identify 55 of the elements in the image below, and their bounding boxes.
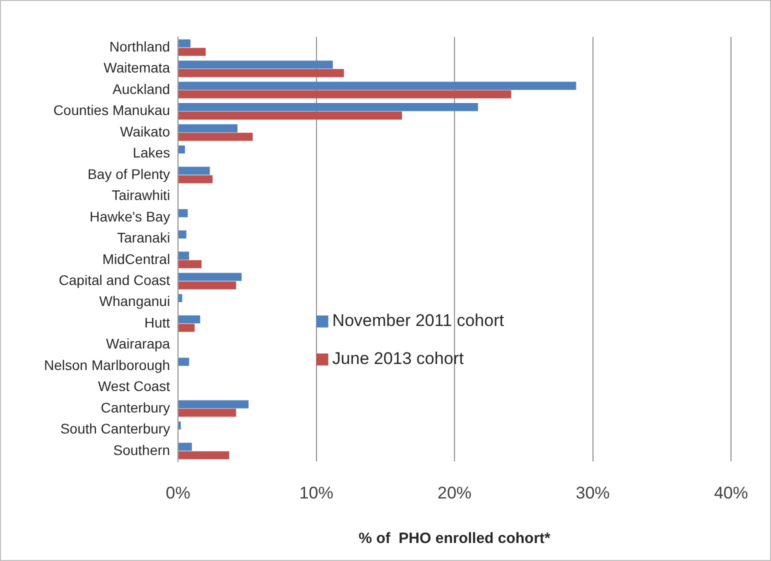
- x-tick-label: 0%: [166, 483, 190, 502]
- y-tick-label: West Coast: [98, 378, 170, 394]
- bar: [178, 209, 188, 218]
- bar: [178, 103, 478, 112]
- bar: [178, 132, 253, 141]
- bar: [178, 145, 185, 154]
- bar: [178, 408, 236, 417]
- bar: [178, 90, 512, 98]
- bar: [178, 82, 576, 90]
- bar: [178, 175, 213, 184]
- y-tick-label: Canterbury: [100, 399, 170, 416]
- legend-label: November 2011 cohort: [332, 311, 504, 330]
- x-tick-label: 30%: [576, 483, 610, 502]
- bar: [178, 166, 210, 175]
- y-tick-label: Hawke's Bay: [90, 208, 170, 224]
- y-tick-label: Whanganui: [99, 293, 170, 310]
- y-tick-label: Capital and Coast: [58, 272, 170, 288]
- bar: [178, 112, 402, 120]
- legend-label: June 2013 cohort: [332, 349, 464, 368]
- bar: [178, 39, 191, 48]
- y-tick-label: MidCentral: [102, 250, 170, 267]
- bar: [178, 230, 186, 238]
- y-tick-label: Counties Manukau: [53, 102, 170, 118]
- y-tick-label: South Canterbury: [60, 420, 170, 437]
- y-tick-label: Nelson Marlborough: [44, 356, 170, 373]
- y-tick-label: Wairarapa: [106, 336, 170, 352]
- bar: [178, 442, 192, 451]
- y-tick-label: Southern: [113, 442, 170, 458]
- y-tick-label: Bay of Plenty: [88, 166, 170, 182]
- bar: [178, 451, 230, 460]
- bar: [178, 324, 195, 332]
- x-tick-label: 10%: [299, 483, 334, 502]
- bar: [178, 252, 190, 260]
- y-tick-label: Waikato: [120, 123, 170, 140]
- y-tick-label: Tairawhiti: [112, 187, 170, 204]
- bar: [178, 60, 333, 69]
- bar: [178, 124, 238, 132]
- y-tick-label: Northland: [109, 38, 170, 54]
- y-tick-label: Taranaki: [117, 230, 170, 246]
- y-tick-label: Auckland: [112, 80, 170, 97]
- bar: [178, 315, 200, 324]
- x-tick-label: 40%: [714, 483, 748, 502]
- bar: [178, 294, 182, 302]
- bar: [178, 48, 206, 56]
- bar: [178, 272, 242, 281]
- bar: [178, 69, 344, 78]
- y-tick-label: Waitemata: [104, 60, 170, 76]
- y-tick-label: Hutt: [144, 314, 170, 330]
- bar: [178, 281, 236, 290]
- x-tick-label: 20%: [438, 483, 472, 502]
- bar: [178, 358, 190, 366]
- bar: [178, 260, 202, 268]
- y-tick-label: Lakes: [132, 144, 170, 161]
- x-axis-title: % of PHO enrolled cohort*: [358, 530, 551, 548]
- bar: [178, 400, 249, 408]
